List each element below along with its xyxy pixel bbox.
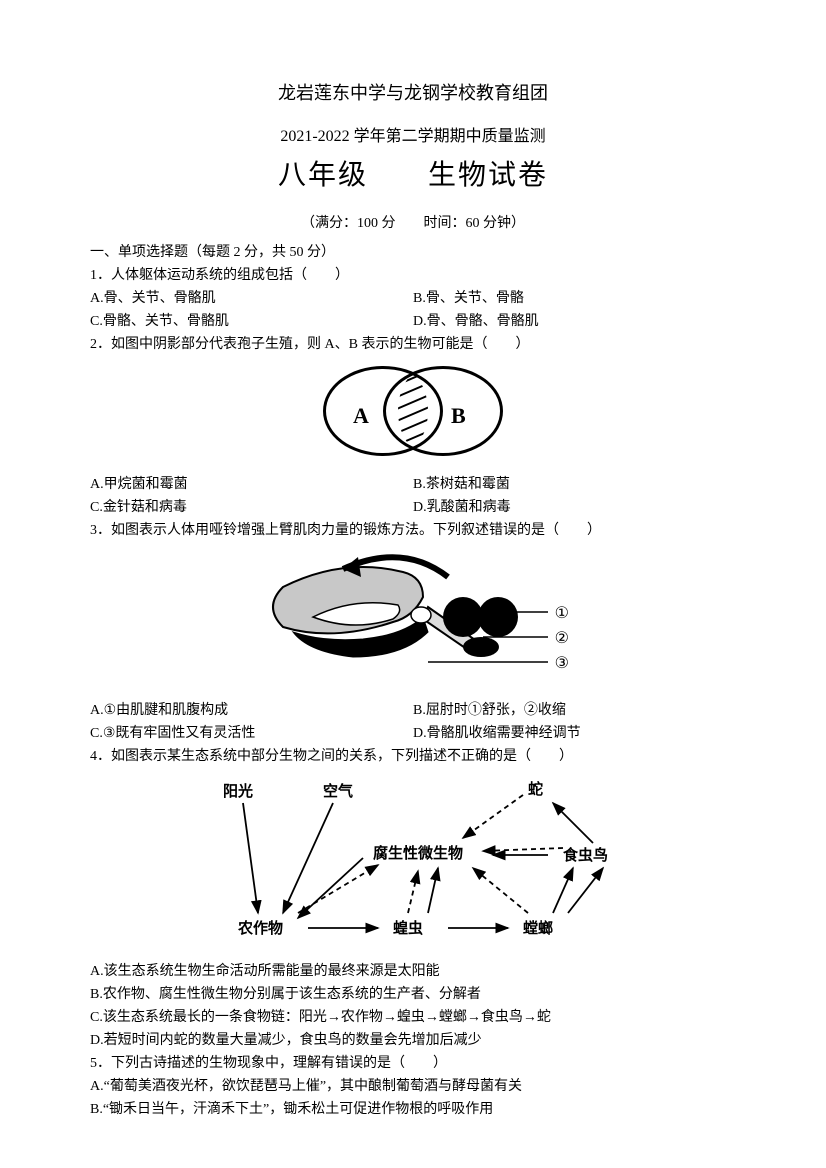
node-sun: 阳光 <box>223 781 253 804</box>
q4-optD: D.若短时间内蛇的数量大量减少，食虫鸟的数量会先增加后减少 <box>90 1030 736 1051</box>
q1-optA: A.骨、关节、骨骼肌 <box>90 288 413 309</box>
node-snake: 蛇 <box>528 779 543 802</box>
q3-arm-figure: ① ② ③ <box>90 547 736 694</box>
exam-main-title: 八年级 生物试卷 <box>90 155 736 197</box>
q3-label-1: ① <box>555 602 569 626</box>
venn-label-b: B <box>451 399 466 432</box>
q4-stem: 4．如图表示某生态系统中部分生物之间的关系，下列描述不正确的是（ ） <box>90 746 736 767</box>
q2-stem: 2．如图中阴影部分代表孢子生殖，则 A、B 表示的生物可能是（ ） <box>90 334 736 355</box>
q3-label-3: ③ <box>555 652 569 676</box>
q1-optB: B.骨、关节、骨骼 <box>413 288 736 309</box>
q2-optA: A.甲烷菌和霉菌 <box>90 474 413 495</box>
q2-optD: D.乳酸菌和病毒 <box>413 497 736 518</box>
node-air: 空气 <box>323 781 353 804</box>
section-1-title: 一、单项选择题（每题 2 分，共 50 分） <box>90 242 736 263</box>
q1-optD: D.骨、骨骼、骨骼肌 <box>413 311 736 332</box>
semester-sub-header: 2021-2022 学年第二学期期中质量监测 <box>90 125 736 149</box>
q2-venn-figure: A B <box>90 361 736 468</box>
q4-optB: B.农作物、腐生性微生物分别属于该生态系统的生产者、分解者 <box>90 984 736 1005</box>
q3-optC: C.③既有牢固性又有灵活性 <box>90 723 413 744</box>
node-locust: 蝗虫 <box>393 918 423 941</box>
q5-stem: 5．下列古诗描述的生物现象中，理解有错误的是（ ） <box>90 1053 736 1074</box>
node-bird: 食虫鸟 <box>563 845 608 868</box>
node-mantis: 螳螂 <box>523 918 553 941</box>
q1-stem: 1．人体躯体运动系统的组成包括（ ） <box>90 265 736 286</box>
school-group-title: 龙岩莲东中学与龙钢学校教育组团 <box>90 80 736 107</box>
venn-label-a: A <box>353 399 369 432</box>
q4-optC: C.该生态系统最长的一条食物链：阳光→农作物→蝗虫→螳螂→食虫鸟→蛇 <box>90 1007 736 1028</box>
q3-label-2: ② <box>555 627 569 651</box>
q1-optC: C.骨骼、关节、骨骼肌 <box>90 311 413 332</box>
venn-circle-b <box>383 366 503 456</box>
q2-optB: B.茶树菇和霉菌 <box>413 474 736 495</box>
q3-optA: A.①由肌腱和肌腹构成 <box>90 700 413 721</box>
arm-muscle-icon <box>253 547 573 687</box>
q4-ecosystem-figure: 阳光 空气 蛇 腐生性微生物 食虫鸟 农作物 蝗虫 螳螂 <box>90 773 736 955</box>
exam-meta: （满分：100 分 时间：60 分钟） <box>90 213 736 234</box>
q2-optC: C.金针菇和病毒 <box>90 497 413 518</box>
q3-optD: D.骨骼肌收缩需要神经调节 <box>413 723 736 744</box>
q5-optB: B.“锄禾日当午，汗滴禾下土”，锄禾松土可促进作物根的呼吸作用 <box>90 1099 736 1120</box>
q3-optB: B.屈肘时①舒张，②收缩 <box>413 700 736 721</box>
node-microbe: 腐生性微生物 <box>373 843 463 866</box>
node-crop: 农作物 <box>238 918 283 941</box>
q4-optA: A.该生态系统生物生命活动所需能量的最终来源是太阳能 <box>90 961 736 982</box>
q3-stem: 3．如图表示人体用哑铃增强上臂肌肉力量的锻炼方法。下列叙述错误的是（ ） <box>90 520 736 541</box>
q5-optA: A.“葡萄美酒夜光杯，欲饮琵琶马上催”，其中酿制葡萄酒与酵母菌有关 <box>90 1076 736 1097</box>
